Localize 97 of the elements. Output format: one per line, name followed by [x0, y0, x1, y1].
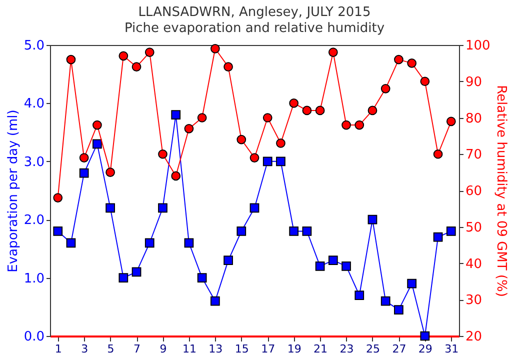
x-tick-label: 31: [444, 342, 459, 356]
point: [236, 134, 246, 144]
y2-tick-label: 100: [466, 38, 490, 54]
point: [224, 256, 233, 266]
point: [302, 226, 312, 236]
point: [262, 156, 272, 166]
point: [79, 153, 89, 162]
chart-title: LLANSADWRN, Anglesey, JULY 2015: [138, 5, 371, 20]
x-tick-label: 29: [418, 342, 432, 356]
point: [328, 256, 338, 266]
y-tick-label: 5.0: [24, 38, 44, 54]
point: [420, 76, 430, 86]
point: [106, 203, 115, 213]
point: [66, 238, 76, 248]
point: [315, 261, 325, 271]
point: [354, 120, 364, 130]
point: [289, 226, 299, 236]
y2-tick-label: 40: [466, 256, 482, 272]
point: [158, 203, 168, 213]
point: [132, 62, 142, 72]
y2-tick-label: 60: [466, 184, 482, 199]
point: [118, 51, 128, 61]
point: [236, 226, 246, 236]
x-tick-label: 11: [182, 342, 196, 356]
x-tick-label: 25: [366, 342, 380, 356]
y2-tick-label: 70: [466, 148, 482, 163]
y-axis-title: Evaporation per day (ml): [6, 110, 21, 272]
point: [446, 116, 456, 126]
point: [53, 193, 63, 202]
point: [184, 124, 194, 134]
point: [342, 120, 351, 130]
point: [446, 226, 456, 236]
point: [197, 273, 207, 282]
point: [144, 48, 154, 57]
point: [224, 62, 233, 72]
point: [197, 113, 207, 122]
x-tick-label: 5: [107, 342, 114, 356]
y2-tick-label: 80: [466, 111, 482, 126]
point: [380, 84, 390, 94]
point: [184, 238, 194, 248]
point: [368, 214, 378, 224]
point: [171, 171, 181, 181]
y2-tick-label: 20: [466, 330, 482, 344]
point: [53, 226, 63, 236]
x-tick-label: 23: [340, 342, 354, 356]
point: [250, 153, 260, 162]
y-tick-label: 0.0: [24, 330, 44, 344]
x-tick-label: 19: [287, 342, 302, 356]
y2-axis-title: Relative humidity at 09 GMT (%): [493, 85, 508, 297]
point: [132, 267, 142, 277]
point: [210, 296, 220, 306]
point: [276, 156, 286, 166]
point: [354, 290, 364, 300]
y2-tick-label: 50: [466, 220, 482, 236]
point: [158, 149, 168, 159]
point: [250, 203, 260, 213]
point: [407, 278, 416, 288]
point: [79, 168, 89, 178]
point: [407, 58, 416, 68]
y-tick-label: 1.0: [24, 271, 44, 286]
y-tick-label: 2.0: [24, 213, 44, 228]
point: [66, 54, 76, 64]
y-tick-label: 4.0: [24, 96, 44, 112]
point: [380, 296, 390, 306]
x-tick-label: 27: [392, 342, 406, 356]
point: [433, 232, 443, 242]
x-tick-label: 17: [261, 342, 276, 356]
point: [276, 138, 286, 148]
x-tick-label: 15: [234, 342, 249, 356]
x-tick-label: 3: [81, 342, 88, 356]
x-tick-label: 9: [160, 342, 167, 356]
point: [262, 113, 272, 122]
point: [92, 139, 102, 149]
point: [302, 106, 312, 116]
point: [433, 149, 443, 159]
y2-tick-label: 90: [466, 74, 482, 90]
y-tick-label: 3.0: [24, 154, 44, 170]
y2-tick-label: 30: [466, 293, 482, 308]
point: [328, 48, 338, 57]
point: [420, 331, 430, 341]
point: [315, 106, 325, 116]
point: [210, 44, 220, 54]
point: [368, 106, 378, 116]
point: [394, 54, 404, 64]
point: [394, 305, 404, 314]
point: [289, 98, 299, 108]
point: [92, 120, 102, 130]
x-tick-label: 7: [134, 342, 141, 356]
point: [342, 261, 351, 271]
x-tick-label: 1: [54, 342, 62, 356]
point: [144, 238, 154, 248]
point: [106, 168, 115, 177]
x-tick-label: 13: [208, 342, 223, 356]
chart-subtitle: Piche evaporation and relative humidity: [124, 21, 385, 36]
point: [171, 110, 181, 120]
x-tick-label: 21: [314, 342, 328, 356]
point: [118, 273, 128, 282]
